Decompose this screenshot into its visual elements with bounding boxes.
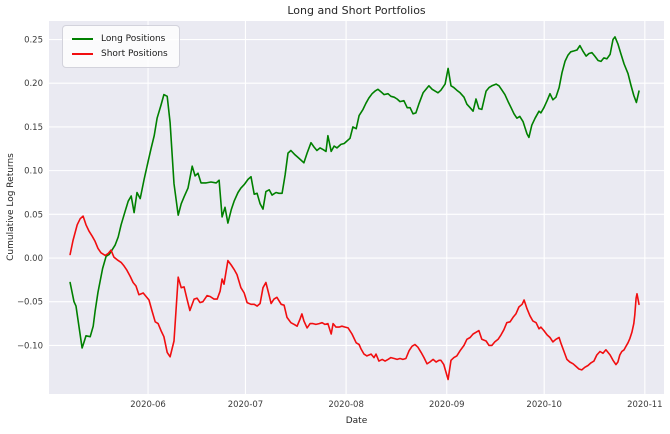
x-tick-label: 2020-07	[228, 400, 264, 410]
long-positions-line-swatch	[72, 37, 93, 40]
legend: Long Positions Short Positions	[62, 25, 180, 68]
legend-label-short: Short Positions	[101, 48, 168, 59]
x-tick-label: 2020-06	[130, 400, 166, 410]
y-tick-label: 0.20	[24, 79, 43, 89]
y-tick-label: 0.10	[24, 167, 43, 177]
y-tick-label: −0.05	[17, 298, 43, 308]
y-tick-label: 0.05	[24, 210, 43, 220]
plot-background	[49, 21, 664, 394]
long-positions-line	[69, 36, 640, 349]
x-tick-label: 2020-09	[429, 400, 465, 410]
legend-label-long: Long Positions	[101, 33, 166, 44]
short-positions-line	[69, 215, 640, 381]
x-tick-label: 2020-08	[328, 400, 364, 410]
y-tick-label: −0.10	[17, 341, 43, 351]
x-tick-label: 2020-11	[627, 400, 663, 410]
legend-item-short: Short Positions	[72, 46, 168, 61]
chart-title: Long and Short Portfolios	[287, 4, 426, 17]
x-tick-label: 2020-10	[526, 400, 562, 410]
short-positions-line-swatch	[72, 52, 93, 55]
y-tick-label: 0.15	[24, 123, 43, 133]
y-tick-label: 0.25	[24, 36, 43, 46]
x-axis-label: Date	[345, 416, 368, 426]
y-tick-label: 0.00	[24, 254, 43, 264]
y-axis-label: Cumulative Log Returns	[6, 153, 16, 261]
legend-item-long: Long Positions	[72, 31, 168, 46]
